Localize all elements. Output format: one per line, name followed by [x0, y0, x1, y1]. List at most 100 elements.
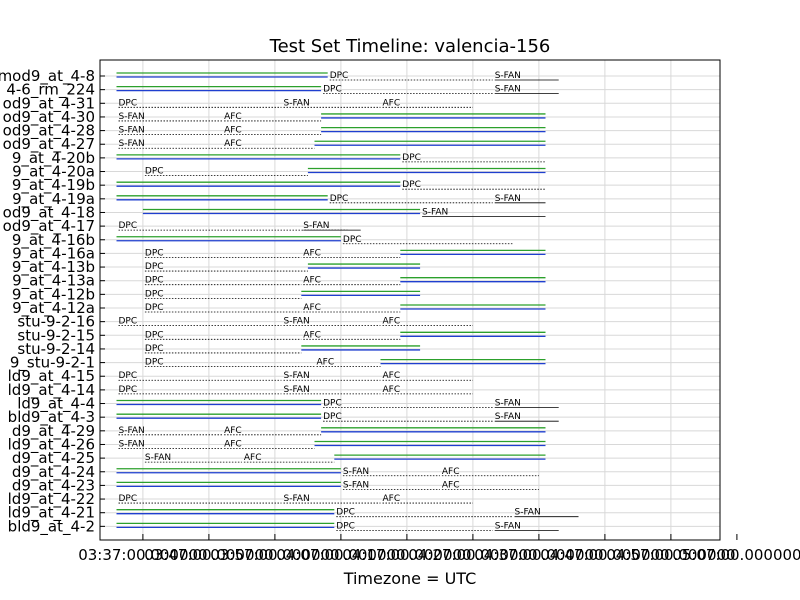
segment-label: DPC	[145, 289, 164, 299]
y-tick-label: 9_at_4-20a	[12, 163, 95, 182]
segment-label: DPC	[145, 262, 164, 272]
segment-label: S-FAN	[495, 412, 521, 422]
x-tick-label: 04:57:00.000000	[606, 546, 735, 564]
segment-label: AFC	[303, 330, 321, 340]
y-tick-label: 9_at_4-13a	[12, 272, 95, 291]
segment-label: S-FAN	[119, 139, 145, 149]
y-tick-label: ld9_at_4-21	[8, 504, 95, 523]
segment-label: DPC	[145, 303, 164, 313]
segment-label: DPC	[343, 235, 362, 245]
segment-label: S-FAN	[495, 399, 521, 409]
y-tick-label: ld9_at_4-4	[17, 395, 95, 414]
segment-label: DPC	[145, 167, 164, 177]
y-tick-label: d9_at_4-23	[12, 476, 95, 495]
y-tick-label: od9_at_4-28	[3, 122, 95, 141]
x-tick-label: 05:07:00.000000	[672, 546, 800, 564]
segment-label: DPC	[119, 494, 138, 504]
y-tick-label: mod9_at_4-8	[0, 67, 95, 86]
y-tick-label: 9_at_4-20b	[12, 149, 95, 168]
y-tick-label: od9_at_4-17	[3, 217, 95, 236]
segment-label: AFC	[383, 371, 401, 381]
plot-background	[100, 60, 720, 540]
segment-label: AFC	[442, 467, 460, 477]
y-tick-label: 9_at_4-16a	[12, 244, 95, 263]
segment-label: AFC	[224, 439, 242, 449]
x-tick-label: 04:07:00.000000	[276, 546, 405, 564]
segment-label: AFC	[224, 112, 242, 122]
segment-label: DPC	[119, 317, 138, 327]
segment-label: S-FAN	[495, 71, 521, 81]
segment-label: AFC	[442, 480, 460, 490]
y-tick-label: bld9_at_4-3	[8, 408, 95, 427]
segment-label: DPC	[145, 344, 164, 354]
y-tick-label: 9_at_4-19b	[12, 176, 95, 195]
y-tick-label: ld9_at_4-26	[8, 435, 95, 454]
segment-label: DPC	[336, 521, 355, 531]
segment-label: AFC	[303, 303, 321, 313]
segment-label: S-FAN	[119, 439, 145, 449]
segment-label: S-FAN	[284, 494, 310, 504]
y-tick-label: 9_at_4-12a	[12, 299, 95, 318]
y-tick-label: 9_at_4-13b	[12, 258, 95, 277]
segment-label: DPC	[119, 371, 138, 381]
segment-label: AFC	[383, 98, 401, 108]
segment-label: DPC	[145, 276, 164, 286]
segment-label: DPC	[402, 180, 421, 190]
segment-label: S-FAN	[119, 112, 145, 122]
y-tick-label: 9_stu-9-2-1	[10, 354, 95, 373]
segment-label: S-FAN	[495, 85, 521, 95]
segment-label: S-FAN	[303, 221, 329, 231]
y-tick-label: stu-9-2-16	[17, 313, 95, 331]
segment-label: AFC	[303, 248, 321, 258]
segment-label: S-FAN	[284, 317, 310, 327]
segment-label: DPC	[145, 358, 164, 368]
segment-label: S-FAN	[145, 453, 171, 463]
x-tick-label: 04:17:00.000000	[342, 546, 471, 564]
y-tick-label: od9_at_4-18	[3, 203, 95, 222]
segment-label: DPC	[323, 85, 342, 95]
segment-label: AFC	[383, 317, 401, 327]
segment-label: AFC	[224, 139, 242, 149]
segment-label: S-FAN	[284, 385, 310, 395]
segment-label: DPC	[323, 412, 342, 422]
y-tick-label: d9_at_4-24	[12, 463, 95, 482]
y-tick-label: 4-6_rm_224	[6, 81, 95, 100]
segment-label: S-FAN	[495, 194, 521, 204]
segment-label: DPC	[145, 248, 164, 258]
x-tick-label: 03:47:00.000000	[144, 546, 273, 564]
segment-label: S-FAN	[343, 480, 369, 490]
segment-label: S-FAN	[422, 207, 448, 217]
segment-label: S-FAN	[284, 98, 310, 108]
segment-label: AFC	[224, 426, 242, 436]
y-tick-label: 9_at_4-12b	[12, 285, 95, 304]
segment-label: S-FAN	[119, 126, 145, 136]
segment-label: DPC	[323, 399, 342, 409]
x-tick-label: 04:47:00.000000	[540, 546, 669, 564]
segment-label: DPC	[119, 221, 138, 231]
segment-label: S-FAN	[119, 426, 145, 436]
y-tick-label: od9_at_4-30	[3, 108, 95, 127]
segment-label: S-FAN	[284, 371, 310, 381]
segment-label: AFC	[383, 494, 401, 504]
y-tick-label: d9_at_4-25	[12, 449, 95, 468]
segment-label: S-FAN	[515, 508, 541, 518]
y-tick-label: stu-9-2-15	[17, 326, 95, 344]
y-tick-label: 9_at_4-19a	[12, 190, 95, 209]
segment-label: S-FAN	[343, 467, 369, 477]
y-tick-label: d9_at_4-29	[12, 422, 95, 441]
segment-label: AFC	[317, 358, 335, 368]
segment-label: AFC	[383, 385, 401, 395]
segment-label: DPC	[145, 330, 164, 340]
segment-label: DPC	[330, 194, 349, 204]
segment-label: DPC	[336, 508, 355, 518]
y-tick-label: ld9_at_4-15	[8, 367, 95, 386]
x-tick-label: 03:57:00.000000	[210, 546, 339, 564]
x-axis-label: Timezone = UTC	[343, 569, 477, 588]
x-tick-label: 04:37:00.000000	[474, 546, 603, 564]
y-tick-label: ld9_at_4-22	[8, 490, 95, 509]
chart-title: Test Set Timeline: valencia-156	[269, 36, 551, 57]
x-tick-label: 04:27:00.000000	[408, 546, 537, 564]
y-tick-label: 9_at_4-16b	[12, 231, 95, 250]
plot-frame	[99, 59, 721, 541]
y-tick-label: stu-9-2-14	[17, 340, 95, 358]
